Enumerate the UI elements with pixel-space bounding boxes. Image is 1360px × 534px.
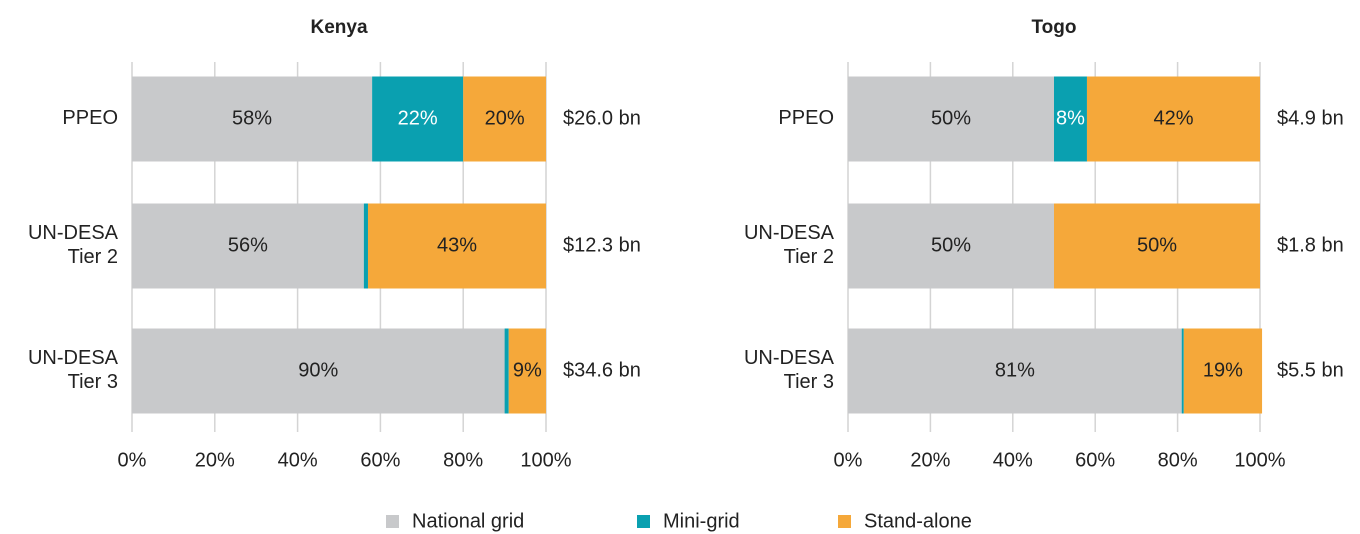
data-label: 50% <box>931 234 971 256</box>
y-tick-label-line: Tier 3 <box>68 371 118 393</box>
bar-segment <box>372 76 464 162</box>
total-label: $34.6 bn <box>563 359 641 381</box>
x-tick-label: 40% <box>278 449 318 471</box>
y-tick-label-line: Tier 2 <box>784 246 834 268</box>
data-label: 22% <box>398 107 438 129</box>
y-tick-label-line: UN-DESA <box>744 222 835 244</box>
bar-segment <box>1181 328 1184 414</box>
x-tick-label: 20% <box>910 449 950 471</box>
bar-segment <box>132 76 373 162</box>
bar-segment <box>463 76 546 162</box>
bar-segment <box>132 328 505 414</box>
bar-segment <box>504 328 509 414</box>
x-tick-label: 100% <box>1234 449 1285 471</box>
y-tick-label-line: PPEO <box>62 107 118 129</box>
y-tick-label: UN-DESA Tier 3 <box>28 347 119 393</box>
y-tick-label-line: Tier 2 <box>68 246 118 268</box>
data-label: 20% <box>485 107 525 129</box>
bar-segment <box>508 328 546 414</box>
bar-segment <box>848 76 1054 162</box>
data-label: 56% <box>228 234 268 256</box>
total-label: $12.3 bn <box>563 234 641 256</box>
bar-segment <box>1054 203 1260 289</box>
data-label: 8% <box>1056 107 1085 129</box>
total-label: $26.0 bn <box>563 107 641 129</box>
bar-segment <box>1054 76 1087 162</box>
x-tick-label: 0% <box>118 449 147 471</box>
data-label: 50% <box>1137 234 1177 256</box>
data-label: 81% <box>995 359 1035 381</box>
y-tick-label-line: UN-DESA <box>28 347 119 369</box>
y-tick-label-line: PPEO <box>778 107 834 129</box>
bar-segment <box>1183 328 1263 414</box>
bar-segment <box>848 328 1182 414</box>
total-label: $1.8 bn <box>1277 234 1344 256</box>
data-label: 43% <box>437 234 477 256</box>
data-label: 42% <box>1153 107 1193 129</box>
y-tick-label: PPEO <box>778 107 834 129</box>
x-tick-label: 60% <box>1075 449 1115 471</box>
bar-segment <box>363 203 368 289</box>
x-tick-label: 40% <box>993 449 1033 471</box>
data-label: 50% <box>931 107 971 129</box>
total-label: $4.9 bn <box>1277 107 1344 129</box>
chart-title: Kenya <box>310 17 367 38</box>
bar-segment <box>367 203 546 289</box>
y-tick-label: PPEO <box>62 107 118 129</box>
total-label: $5.5 bn <box>1277 359 1344 381</box>
y-tick-label: UN-DESA Tier 2 <box>744 222 835 268</box>
x-tick-label: 0% <box>834 449 863 471</box>
legend-label: Mini-grid <box>663 510 740 532</box>
legend-swatch <box>386 515 399 528</box>
data-label: 9% <box>513 359 542 381</box>
chart-title: Togo <box>1031 17 1076 38</box>
x-tick-label: 20% <box>195 449 235 471</box>
bar-segment <box>1086 76 1260 162</box>
legend-label: National grid <box>412 510 524 532</box>
data-label: 19% <box>1203 359 1243 381</box>
x-tick-label: 100% <box>520 449 571 471</box>
legend-swatch <box>637 515 650 528</box>
bar-segment <box>132 203 364 289</box>
y-tick-label: UN-DESA Tier 2 <box>28 222 119 268</box>
y-tick-label-line: UN-DESA <box>28 222 119 244</box>
data-label: 58% <box>232 107 272 129</box>
x-tick-label: 80% <box>443 449 483 471</box>
x-tick-label: 80% <box>1158 449 1198 471</box>
y-tick-label-line: Tier 3 <box>784 371 834 393</box>
legend-label: Stand-alone <box>864 510 972 532</box>
x-tick-label: 60% <box>360 449 400 471</box>
y-tick-label: UN-DESA Tier 3 <box>744 347 835 393</box>
legend-swatch <box>838 515 851 528</box>
data-label: 90% <box>298 359 338 381</box>
y-tick-label-line: UN-DESA <box>744 347 835 369</box>
bar-segment <box>848 203 1054 289</box>
